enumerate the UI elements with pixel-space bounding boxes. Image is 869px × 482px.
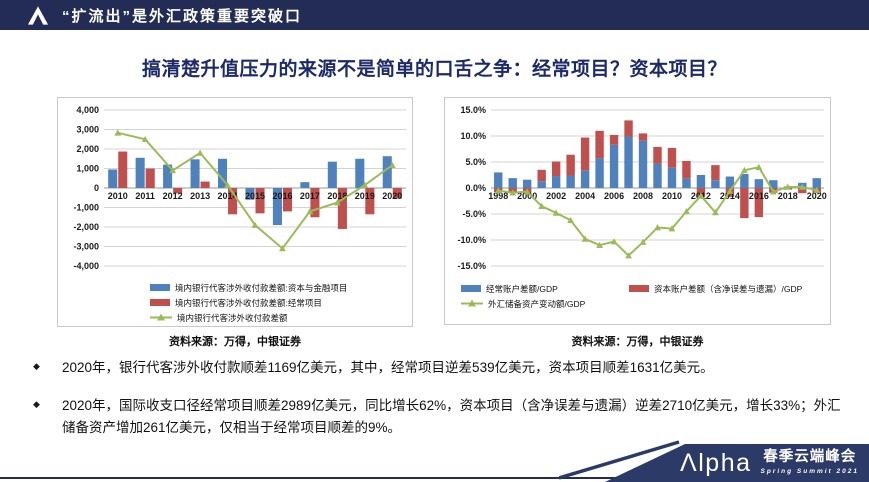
svg-text:2008: 2008 (633, 191, 653, 201)
svg-text:-4,000: -4,000 (73, 261, 99, 271)
footer-logo: Λlpha 春季云端峰会 Spring Summit 2021 (680, 449, 860, 477)
svg-text:-3,000: -3,000 (73, 242, 99, 252)
svg-text:5.0%: 5.0% (465, 157, 486, 167)
legend-label: 境内银行代客涉外收付款差额:经常项目 (175, 297, 322, 308)
svg-text:2010: 2010 (108, 191, 128, 201)
left-chart-legend: 境内银行代客涉外收付款差额:资本与金融项目 境内银行代客涉外收付款差额:经常项目… (150, 280, 412, 325)
green-line-marker-icon (461, 299, 483, 308)
svg-text:-5.0%: -5.0% (462, 209, 486, 219)
svg-text:2016: 2016 (272, 191, 292, 201)
svg-text:2004: 2004 (575, 191, 595, 201)
svg-text:1998: 1998 (488, 191, 508, 201)
event-subtitle: Spring Summit 2021 (760, 468, 859, 475)
svg-text:2020: 2020 (382, 191, 402, 201)
header-bar: “扩流出”是外汇政策重要突破口 (0, 0, 869, 30)
legend-item-total-balance: 境内银行代客涉外收付款差额 (150, 312, 288, 324)
blue-swatch-icon (150, 284, 170, 291)
legend-item-reserve-gdp: 外汇储备资产变动额/GDP (461, 298, 585, 310)
svg-text:-10.0%: -10.0% (457, 235, 486, 245)
svg-text:0.0%: 0.0% (465, 183, 486, 193)
svg-text:2016: 2016 (749, 191, 769, 201)
svg-text:10.0%: 10.0% (460, 131, 486, 141)
svg-text:2006: 2006 (604, 191, 624, 201)
legend-label: 境内银行代客涉外收付款差额 (177, 312, 288, 323)
bullet-item-2: ◆ 2020年，国际收支口径经常项目顺差2989亿美元，同比增长62%，资本项目… (33, 395, 851, 438)
right-chart-legend: 经常账户差额/GDP 资本账户差额（含净误差与遗漏）/GDP 外汇储备资产变动额… (461, 281, 830, 311)
svg-text:2015: 2015 (245, 191, 265, 201)
legend-label: 外汇储备资产变动额/GDP (488, 298, 586, 309)
svg-text:0: 0 (94, 183, 99, 193)
legend-label: 资本账户差额（含净误差与遗漏）/GDP (654, 283, 803, 294)
right-chart: -15.0% -10.0% -5.0% 0.0% 5.0% 10.0% 15.0% 1998 2… (444, 97, 831, 325)
left-chart-source: 资料来源：万得，中银证券 (169, 336, 301, 348)
company-logo-icon (27, 5, 49, 26)
bullet-text: 2020年，银行代客涉外收付款顺差1169亿美元，其中，经常项目逆差539亿美元… (62, 360, 714, 375)
alpha-brand-label: Λlpha (680, 449, 752, 477)
svg-text:2,000: 2,000 (76, 144, 99, 154)
alpha-lambda-glyph: Λ (680, 449, 699, 477)
svg-text:2018: 2018 (327, 191, 347, 201)
legend-item-current-account: 境内银行代客涉外收付款差额:经常项目 (150, 297, 322, 309)
legend-item-ca-gdp: 经常账户差额/GDP (461, 283, 629, 295)
svg-text:2014: 2014 (218, 191, 238, 201)
footer-banner: Λlpha 春季云端峰会 Spring Summit 2021 (559, 425, 869, 482)
svg-text:2000: 2000 (517, 191, 537, 201)
svg-text:2019: 2019 (355, 191, 375, 201)
svg-text:15.0%: 15.0% (460, 105, 486, 115)
svg-text:2018: 2018 (778, 191, 798, 201)
svg-text:2020: 2020 (807, 191, 827, 201)
svg-text:2011: 2011 (135, 191, 155, 201)
bullet-list: ◆ 2020年，银行代客涉外收付款顺差1169亿美元，其中，经常项目逆差539亿… (33, 357, 851, 455)
svg-text:4,000: 4,000 (76, 105, 99, 115)
diamond-bullet-icon: ◆ (33, 361, 40, 371)
event-name: 春季云端峰会 (763, 449, 857, 466)
bullet-item-1: ◆ 2020年，银行代客涉外收付款顺差1169亿美元，其中，经常项目逆差539亿… (33, 357, 851, 378)
svg-text:2014: 2014 (720, 191, 740, 201)
svg-text:2010: 2010 (662, 191, 682, 201)
svg-text:2017: 2017 (300, 191, 320, 201)
red-swatch-icon (629, 285, 649, 292)
footer-ribbon-shape (559, 440, 869, 482)
alpha-rest-glyph: lpha (698, 449, 752, 477)
legend-item-capital-gdp: 资本账户差额（含净误差与遗漏）/GDP (629, 283, 802, 295)
svg-text:-1,000: -1,000 (73, 203, 99, 213)
green-line-marker-icon (150, 313, 172, 322)
left-chart-plot: -4,000 -3,000 -2,000 -1,000 0 1,000 2,000 3,000… (73, 105, 406, 271)
header-title: “扩流出”是外汇政策重要突破口 (62, 7, 303, 25)
svg-text:-15.0%: -15.0% (457, 261, 486, 271)
svg-text:1,000: 1,000 (76, 164, 99, 174)
right-chart-source: 资料来源：万得，中银证券 (571, 336, 704, 348)
legend-label: 境内银行代客涉外收付款差额:资本与金融项目 (175, 282, 348, 293)
svg-text:3,000: 3,000 (76, 125, 99, 135)
bottom-divider (0, 476, 869, 479)
blue-swatch-icon (461, 285, 481, 292)
bullet-text: 2020年，国际收支口径经常项目顺差2989亿美元，同比增长62%，资本项目（含… (62, 398, 841, 435)
svg-text:2012: 2012 (163, 191, 183, 201)
left-chart: -4,000 -3,000 -2,000 -1,000 0 1,000 2,000 3,000… (57, 97, 413, 327)
legend-label: 经常账户差额/GDP (486, 283, 558, 294)
page-title: 搞清楚升值压力的来源不是简单的口舌之争：经常项目？资本项目？ (141, 59, 727, 80)
svg-text:2002: 2002 (546, 191, 566, 201)
diamond-bullet-icon: ◆ (33, 399, 40, 410)
right-chart-plot: -15.0% -10.0% -5.0% 0.0% 5.0% 10.0% 15.0% 1998 2… (457, 105, 827, 271)
event-block: 春季云端峰会 Spring Summit 2021 (760, 449, 860, 475)
svg-text:2013: 2013 (190, 191, 210, 201)
svg-text:-2,000: -2,000 (73, 222, 99, 232)
red-swatch-icon (150, 299, 170, 306)
legend-item-capital-financial: 境内银行代客涉外收付款差额:资本与金融项目 (150, 282, 347, 294)
